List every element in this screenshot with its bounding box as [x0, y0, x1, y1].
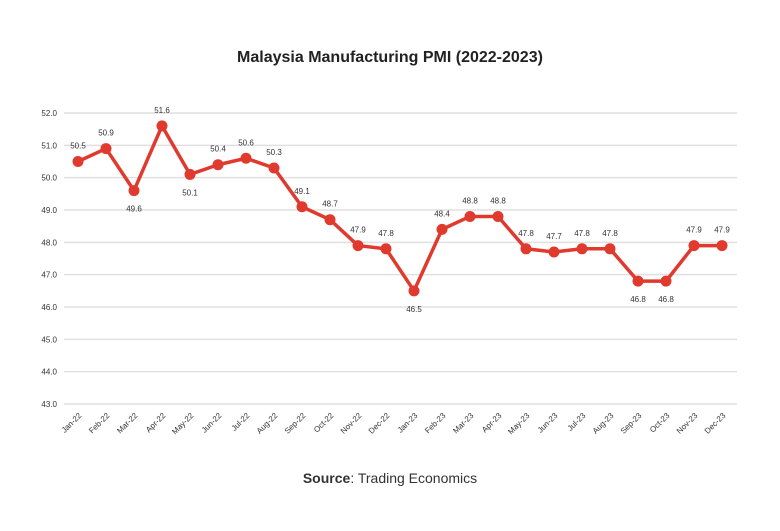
data-label: 47.9	[350, 226, 366, 235]
x-tick-label: Mar-23	[451, 411, 476, 436]
data-label: 47.8	[574, 229, 590, 238]
data-point	[240, 152, 252, 164]
data-point	[548, 246, 560, 258]
data-point	[380, 243, 392, 255]
y-tick-label: 52.0	[41, 109, 57, 118]
x-tick-label: Mar-22	[115, 411, 140, 436]
x-tick-label: Sep-22	[283, 411, 308, 436]
y-tick-label: 46.0	[41, 303, 57, 312]
data-point	[604, 243, 616, 255]
data-label: 50.9	[98, 129, 114, 138]
x-tick-label: Jan-23	[396, 411, 420, 435]
data-point	[212, 159, 224, 171]
y-tick-label: 44.0	[41, 368, 57, 377]
data-label: 47.7	[546, 232, 562, 241]
data-point	[716, 240, 728, 252]
data-point	[324, 214, 336, 226]
x-tick-label: Jun-23	[536, 411, 560, 435]
y-tick-label: 48.0	[41, 238, 57, 247]
data-point	[520, 243, 532, 255]
x-tick-label: Oct-23	[648, 411, 672, 435]
x-tick-label: May-23	[506, 411, 532, 437]
y-tick-label: 49.0	[41, 206, 57, 215]
data-point	[268, 162, 280, 174]
x-tick-label: Jul-23	[566, 411, 588, 433]
x-tick-label: Feb-22	[87, 411, 112, 436]
series-line	[77, 124, 722, 293]
source-label: Source	[302, 470, 351, 486]
x-tick-label: Nov-22	[339, 411, 364, 436]
data-label: 50.1	[182, 188, 198, 197]
source-text: : Trading Economics	[350, 470, 478, 486]
data-point	[436, 223, 448, 235]
data-point	[576, 243, 588, 255]
data-label: 46.8	[630, 295, 646, 304]
x-tick-label: Sep-23	[619, 411, 644, 436]
data-label: 51.6	[154, 106, 170, 115]
data-label: 47.9	[714, 226, 730, 235]
data-label: 50.5	[70, 142, 86, 151]
x-tick-label: Aug-23	[591, 411, 616, 436]
data-label: 48.8	[462, 196, 478, 205]
x-tick-label: Feb-23	[423, 411, 448, 436]
data-point	[492, 210, 504, 222]
data-label: 47.8	[518, 229, 534, 238]
data-point	[660, 275, 672, 287]
x-tick-label: Apr-22	[144, 411, 168, 435]
data-label: 46.5	[406, 305, 422, 314]
y-tick-label: 47.0	[41, 271, 57, 280]
y-tick-label: 51.0	[41, 141, 57, 150]
data-label: 49.1	[294, 187, 310, 196]
data-label: 49.6	[126, 205, 142, 214]
data-point	[408, 285, 420, 297]
y-tick-label: 50.0	[41, 174, 57, 183]
data-label: 47.9	[686, 226, 702, 235]
data-point	[632, 275, 644, 287]
data-point	[184, 168, 196, 180]
data-point	[352, 240, 364, 252]
x-tick-label: Apr-23	[480, 411, 504, 435]
chart-title: Malaysia Manufacturing PMI (2022-2023)	[237, 49, 543, 66]
data-label: 48.7	[322, 200, 338, 209]
y-tick-label: 45.0	[41, 335, 57, 344]
source-note: Source: Trading Economics	[0, 470, 780, 486]
data-label: 47.8	[602, 229, 618, 238]
x-tick-label: Jan-22	[60, 411, 84, 435]
data-label: 48.4	[434, 209, 450, 218]
data-label: 50.3	[266, 148, 282, 157]
data-label: 50.6	[238, 138, 254, 147]
x-tick-label: Dec-23	[703, 411, 728, 436]
x-tick-label: Aug-22	[255, 411, 280, 436]
data-point	[128, 185, 140, 197]
x-tick-label: May-22	[170, 411, 196, 437]
data-label: 47.8	[378, 229, 394, 238]
data-point	[296, 201, 308, 213]
data-point	[464, 210, 476, 222]
data-label: 46.8	[658, 295, 674, 304]
x-tick-label: Jun-22	[200, 411, 224, 435]
data-label: 48.8	[490, 196, 506, 205]
data-point	[156, 120, 168, 132]
data-label: 50.4	[210, 145, 226, 154]
x-tick-label: Nov-23	[675, 411, 700, 436]
data-point	[100, 143, 112, 155]
data-point	[688, 240, 700, 252]
y-tick-label: 43.0	[41, 400, 57, 409]
x-tick-label: Dec-22	[367, 411, 392, 436]
data-point	[72, 156, 84, 167]
x-tick-label: Jul-22	[230, 411, 252, 433]
x-tick-label: Oct-22	[312, 411, 336, 435]
